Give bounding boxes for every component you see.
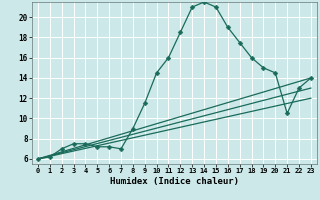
X-axis label: Humidex (Indice chaleur): Humidex (Indice chaleur) <box>110 177 239 186</box>
